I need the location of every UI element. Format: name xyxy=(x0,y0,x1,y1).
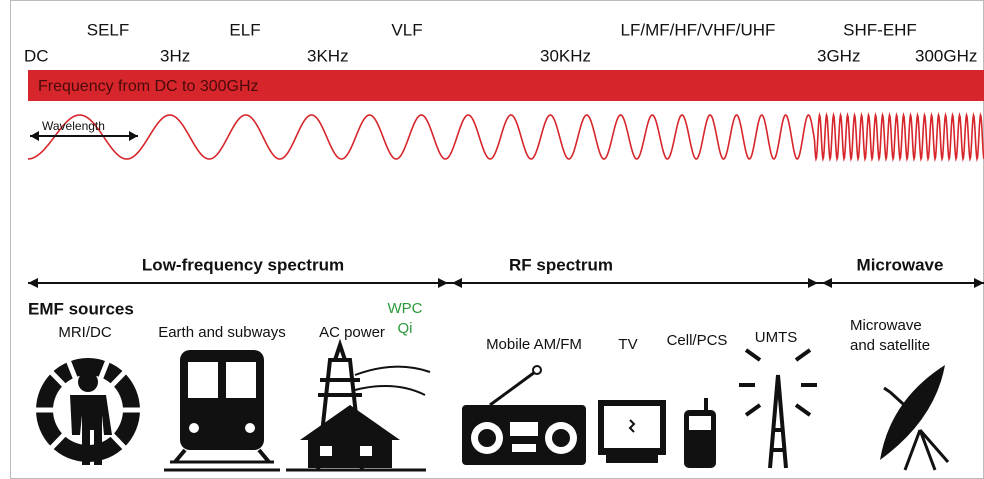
wave xyxy=(27,111,984,163)
source-label: Earth and subways xyxy=(158,324,286,341)
train-icon xyxy=(164,350,280,472)
spectrum-label: RF spectrum xyxy=(509,255,613,274)
phone-icon xyxy=(684,398,716,468)
mri-icon xyxy=(16,338,160,472)
frequency-label: 300GHz xyxy=(915,46,977,65)
source-label: Qi xyxy=(398,320,413,337)
wavelength-label: Wavelength xyxy=(42,119,105,133)
band-label: SHF-EHF xyxy=(843,20,917,39)
power-icon xyxy=(286,338,431,472)
spectrum-label: Low-frequency spectrum xyxy=(142,255,344,274)
frequency-bar xyxy=(28,70,984,101)
source-label: UMTS xyxy=(755,329,798,346)
frequency-label: 3Hz xyxy=(160,46,190,65)
spectrum-label: Microwave xyxy=(857,255,944,274)
frequency-label: 3KHz xyxy=(307,46,349,65)
frequency-label: 30KHz xyxy=(540,46,591,65)
source-label: AC power xyxy=(319,324,385,341)
source-label: Mobile AM/FM xyxy=(486,336,582,353)
tower-icon xyxy=(739,348,817,469)
band-label: SELF xyxy=(87,20,130,39)
radio-icon xyxy=(462,365,586,465)
source-label: and satellite xyxy=(850,337,930,354)
source-label: Cell/PCS xyxy=(667,332,728,349)
tv-icon xyxy=(598,400,666,463)
source-label: WPC xyxy=(388,300,423,317)
frequency-label: DC xyxy=(24,46,49,65)
band-label: VLF xyxy=(391,20,422,39)
source-label: Microwave xyxy=(850,317,922,334)
bar-label: Frequency from DC to 300GHz xyxy=(38,78,259,95)
dish-icon xyxy=(880,365,950,471)
band-label: LF/MF/HF/VHF/UHF xyxy=(621,20,776,39)
frequency-label: 3GHz xyxy=(817,46,860,65)
sources-heading: EMF sources xyxy=(28,299,134,318)
source-label: TV xyxy=(618,336,637,353)
band-label: ELF xyxy=(229,20,260,39)
source-label: MRI/DC xyxy=(58,324,111,341)
